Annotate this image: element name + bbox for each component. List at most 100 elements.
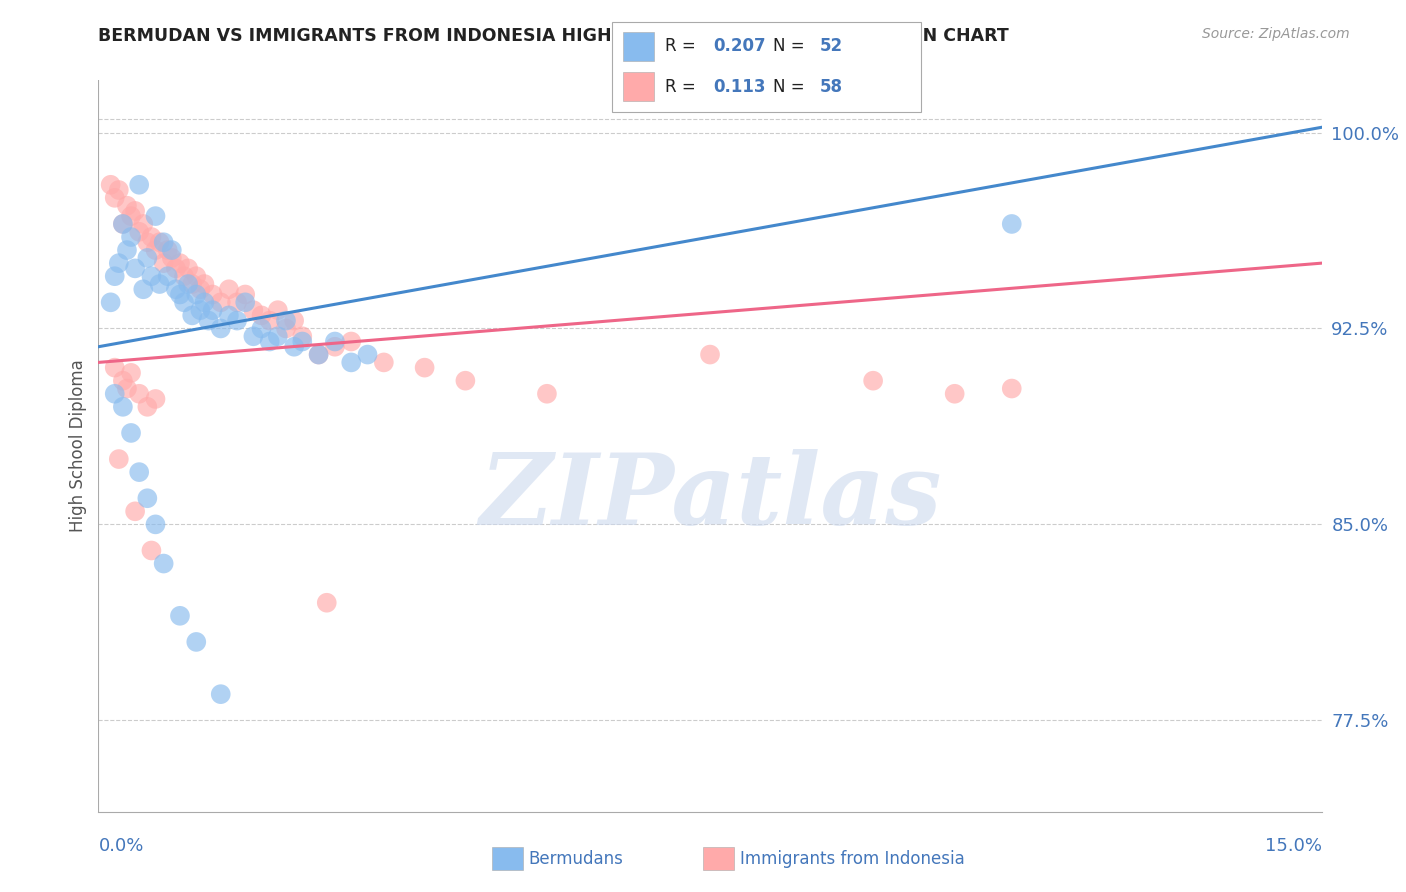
Point xyxy=(136,400,159,414)
Point xyxy=(699,348,721,362)
Point xyxy=(413,360,436,375)
Point xyxy=(181,309,204,323)
Point xyxy=(340,355,363,369)
Point xyxy=(242,329,264,343)
Point xyxy=(108,452,131,467)
Point xyxy=(315,596,337,610)
Point xyxy=(145,392,167,406)
Y-axis label: High School Diploma: High School Diploma xyxy=(69,359,87,533)
Point xyxy=(115,243,138,257)
Text: ZIPatlas: ZIPatlas xyxy=(479,449,941,545)
Point xyxy=(274,321,297,335)
Point xyxy=(259,313,281,327)
Point xyxy=(188,282,212,296)
Point xyxy=(115,382,138,396)
Point xyxy=(108,256,131,270)
Point xyxy=(197,313,219,327)
Point xyxy=(201,303,224,318)
Point xyxy=(291,334,314,349)
Point xyxy=(156,243,179,257)
Text: 15.0%: 15.0% xyxy=(1264,837,1322,855)
Text: 0.113: 0.113 xyxy=(713,78,765,95)
Text: Bermudans: Bermudans xyxy=(529,850,623,868)
Point xyxy=(274,313,297,327)
Point xyxy=(233,295,256,310)
Point xyxy=(308,348,330,362)
Point xyxy=(209,295,232,310)
Point xyxy=(454,374,477,388)
Point xyxy=(136,251,159,265)
Point xyxy=(132,217,155,231)
Point xyxy=(145,243,167,257)
Point xyxy=(186,269,208,284)
Text: BERMUDAN VS IMMIGRANTS FROM INDONESIA HIGH SCHOOL DIPLOMA CORRELATION CHART: BERMUDAN VS IMMIGRANTS FROM INDONESIA HI… xyxy=(98,27,1010,45)
Point xyxy=(242,303,264,318)
Point xyxy=(250,309,273,323)
Text: Immigrants from Indonesia: Immigrants from Indonesia xyxy=(740,850,965,868)
Point xyxy=(283,313,305,327)
Point xyxy=(1001,217,1024,231)
Point xyxy=(104,360,127,375)
Point xyxy=(100,178,122,192)
Point xyxy=(181,277,204,291)
Point xyxy=(291,329,314,343)
Point xyxy=(323,334,346,349)
Point xyxy=(124,504,146,518)
Point xyxy=(193,277,215,291)
Point xyxy=(259,334,281,349)
Point xyxy=(145,209,167,223)
Point xyxy=(226,295,249,310)
Point xyxy=(169,287,191,301)
Point xyxy=(128,178,150,192)
Point xyxy=(124,203,146,218)
Point xyxy=(149,235,172,250)
Point xyxy=(209,321,232,335)
Point xyxy=(128,225,150,239)
Point xyxy=(169,608,191,623)
Text: 0.0%: 0.0% xyxy=(98,837,143,855)
Point xyxy=(177,261,200,276)
Point xyxy=(173,295,195,310)
Point xyxy=(186,287,208,301)
Point xyxy=(128,465,150,479)
Point xyxy=(111,400,134,414)
Text: 58: 58 xyxy=(820,78,842,95)
Point xyxy=(340,334,363,349)
Point xyxy=(104,191,127,205)
Point xyxy=(120,230,142,244)
Point xyxy=(111,217,134,231)
Point xyxy=(120,209,142,223)
Point xyxy=(862,374,884,388)
Point xyxy=(104,269,127,284)
Point xyxy=(308,348,330,362)
Point xyxy=(943,386,966,401)
Point xyxy=(267,329,290,343)
Point xyxy=(267,303,290,318)
Point xyxy=(169,256,191,270)
Point xyxy=(136,491,159,506)
Point xyxy=(141,269,163,284)
Point xyxy=(536,386,558,401)
Point xyxy=(111,374,134,388)
Point xyxy=(104,386,127,401)
Point xyxy=(128,386,150,401)
Point xyxy=(136,235,159,250)
Point xyxy=(186,635,208,649)
Point xyxy=(201,287,224,301)
Text: 52: 52 xyxy=(820,37,842,55)
Point xyxy=(145,517,167,532)
Text: 0.207: 0.207 xyxy=(713,37,765,55)
Point xyxy=(1001,382,1024,396)
Point xyxy=(218,282,240,296)
Point xyxy=(226,313,249,327)
Point xyxy=(173,269,195,284)
Point xyxy=(209,687,232,701)
Point xyxy=(149,277,172,291)
Point xyxy=(160,251,183,265)
Point xyxy=(250,321,273,335)
Point xyxy=(356,348,378,362)
Point xyxy=(111,217,134,231)
Point xyxy=(193,295,215,310)
Point xyxy=(152,235,174,250)
Text: N =: N = xyxy=(773,37,810,55)
